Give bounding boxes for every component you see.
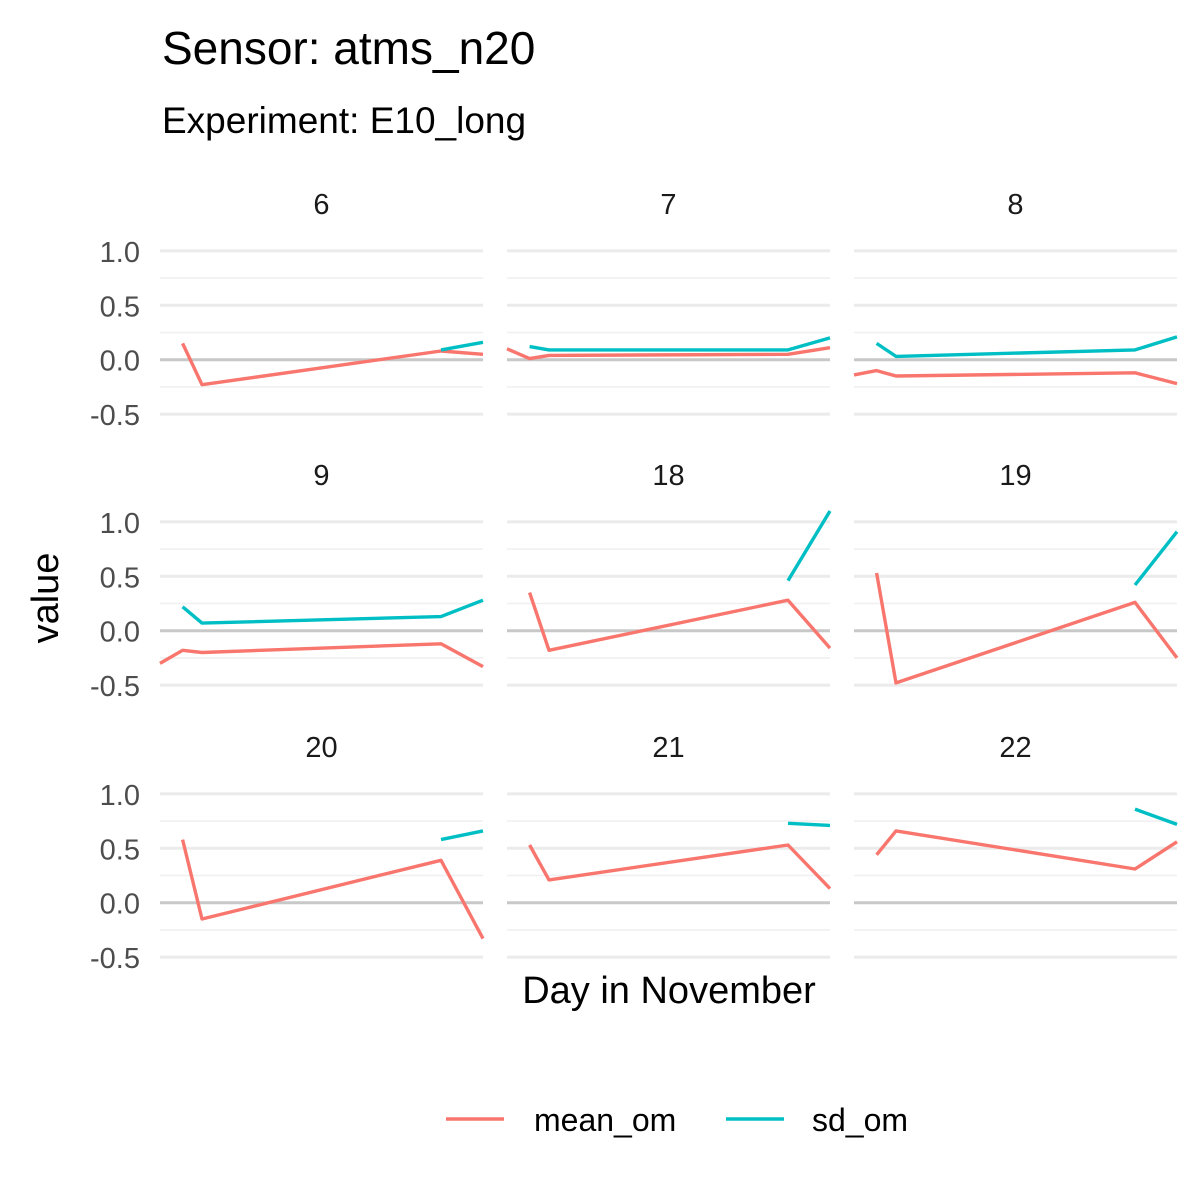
facet-panel: 20 -0.5 0.0 0.5 1.0 [90,732,485,975]
series-line-mean_om [874,572,1179,685]
facet-panels: 6 -0.5 0.0 0.5 1.0 7 8 9 -0.5 0.0 0.5 1.0 18 19 20 -0.5… [90,189,1179,975]
y-tick-label: 0.0 [100,889,140,921]
series-line-mean_om [180,839,485,940]
y-tick-label: -0.5 [90,400,140,432]
y-tick-label: 0.0 [100,346,140,378]
series-line-sd_om [1134,807,1178,826]
series-line-mean_om [527,592,832,652]
facet-strip-label: 18 [652,460,684,492]
facet-panel: 6 -0.5 0.0 0.5 1.0 [90,189,484,432]
y-tick-label: 1.0 [100,780,140,812]
facet-strip-label: 21 [652,732,684,764]
series-line-mean_om [528,843,832,890]
facet-panel: 21 [507,732,832,959]
y-tick-label: -0.5 [90,671,140,703]
x-axis-label: Day in November [522,970,816,1012]
legend-label: sd_om [812,1102,908,1138]
series-line-mean_om [875,829,1178,871]
y-tick-label: 1.0 [100,508,140,540]
series-line-sd_om [440,340,484,352]
facet-panel: 7 [506,189,831,416]
y-tick-label: 0.0 [100,617,140,649]
facet-strip-label: 8 [1007,189,1023,221]
facet-panel: 19 [854,460,1179,687]
facet-strip-label: 6 [313,189,329,221]
facet-strip-label: 7 [660,189,676,221]
facet-panel: 8 [853,189,1178,416]
series-line-sd_om [181,598,484,625]
y-tick-label: 0.5 [100,291,140,323]
series-line-sd_om [529,336,831,352]
legend: mean_om sd_om [446,1102,908,1138]
y-tick-label: 1.0 [100,237,140,269]
facet-strip-label: 22 [999,732,1031,764]
chart-subtitle: Experiment: E10_long [162,100,526,141]
series-line-sd_om [440,829,484,842]
facet-strip-label: 9 [313,460,329,492]
y-tick-label: 0.5 [100,834,140,866]
facet-strip-label: 20 [305,732,337,764]
series-line-sd_om [786,510,832,582]
series-line-mean_om [853,368,1178,386]
series-line-sd_om [787,821,831,828]
series-line-mean_om [181,342,484,387]
facet-strip-label: 19 [999,460,1031,492]
series-line-sd_om [875,335,1178,359]
chart-title: Sensor: atms_n20 [162,22,535,74]
y-tick-label: 0.5 [100,562,140,594]
series-line-mean_om [159,642,484,669]
facet-panel: 9 -0.5 0.0 0.5 1.0 [90,460,484,703]
y-tick-label: -0.5 [90,943,140,975]
series-line-mean_om [506,346,831,361]
legend-label: mean_om [534,1102,676,1138]
facet-panel: 18 [507,460,832,687]
y-axis-label: value [25,553,67,644]
facet-panel: 22 [854,732,1178,959]
series-line-sd_om [1133,530,1179,587]
